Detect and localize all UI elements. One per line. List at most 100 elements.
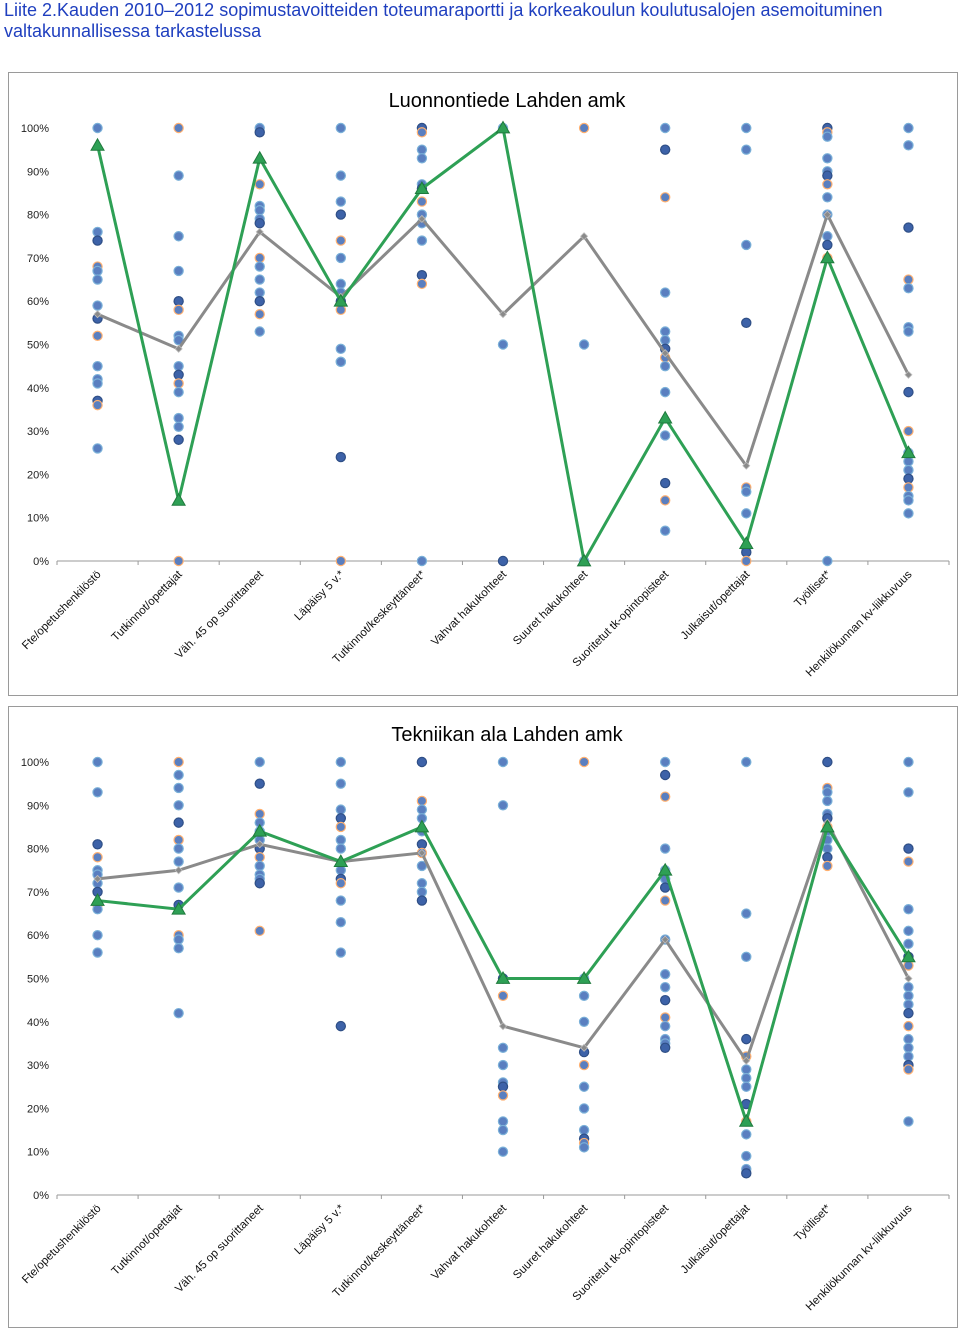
- chart-luonnontiede-plot: Luonnontiede Lahden amk 0% 10% 20% 30% 40% 50%…: [20, 90, 950, 679]
- data-point: [822, 756, 833, 768]
- data-point: [741, 317, 752, 329]
- gray-series-marker: [93, 310, 102, 319]
- data-point: [903, 981, 914, 993]
- data-point: [903, 425, 914, 437]
- data-point: [254, 326, 265, 337]
- data-point: [335, 878, 347, 889]
- data-point: [173, 412, 184, 424]
- data-point: [822, 170, 833, 181]
- y-tick-label: 50%: [27, 974, 49, 986]
- data-point: [903, 464, 914, 476]
- data-point: [578, 1142, 590, 1153]
- data-point: [903, 999, 914, 1010]
- y-tick-label: 30%: [27, 426, 49, 438]
- data-point: [173, 843, 184, 854]
- category-label: Tutkinnot/keskeyttäneet*: [331, 1202, 429, 1300]
- gray-series-marker: [255, 227, 264, 236]
- data-point: [659, 769, 671, 781]
- data-point: [497, 800, 509, 811]
- data-point: [659, 122, 671, 134]
- green-series-marker: [657, 862, 673, 876]
- data-point: [173, 934, 184, 945]
- data-point: [92, 947, 103, 958]
- data-point: [903, 756, 914, 768]
- chart-tekniikka: Tekniikan ala Lahden amk 0% 10% 20% 30% 40% 50…: [8, 706, 958, 1328]
- category-label: Väh. 45 op suorittaneet: [173, 1202, 266, 1295]
- data-point: [903, 140, 914, 151]
- data-point: [578, 756, 590, 768]
- y-tick-label: 0%: [33, 1190, 49, 1202]
- data-point: [416, 795, 428, 807]
- data-point: [254, 852, 265, 863]
- data-point: [173, 782, 184, 794]
- gray-series-marker: [580, 1043, 589, 1052]
- data-point: [659, 360, 671, 372]
- data-point: [416, 878, 428, 889]
- data-point: [254, 127, 265, 138]
- data-point: [903, 274, 914, 285]
- data-point: [497, 1042, 509, 1053]
- data-point: [416, 555, 428, 567]
- y-tick-label: 20%: [27, 1103, 49, 1115]
- data-point: [335, 843, 347, 854]
- data-point: [335, 865, 347, 876]
- data-point: [416, 278, 428, 290]
- data-point: [741, 239, 752, 251]
- data-point: [578, 1103, 590, 1114]
- data-point: [92, 122, 103, 134]
- data-point: [335, 834, 347, 846]
- data-point: [659, 326, 671, 337]
- data-point: [416, 196, 428, 207]
- data-point: [659, 1042, 671, 1053]
- gray-series-marker: [417, 214, 426, 223]
- data-point: [416, 886, 428, 898]
- data-point: [335, 278, 347, 290]
- data-point: [741, 508, 752, 519]
- gray-series-marker: [661, 349, 670, 358]
- data-point: [497, 1146, 509, 1157]
- gray-series-marker: [904, 370, 913, 379]
- data-point: [416, 270, 428, 281]
- data-point: [92, 330, 103, 342]
- data-point: [335, 947, 347, 958]
- data-point: [903, 990, 914, 1002]
- y-tick-label: 90%: [27, 800, 49, 812]
- data-point: [741, 951, 752, 963]
- green-series-marker: [495, 970, 511, 984]
- y-tick-label: 70%: [27, 887, 49, 899]
- data-point: [335, 756, 347, 768]
- data-point: [173, 378, 184, 389]
- data-point: [92, 300, 103, 311]
- data-point: [741, 1033, 752, 1045]
- data-point: [254, 808, 265, 820]
- category-label: Fte/opetushenkilöstö: [20, 1203, 104, 1287]
- data-point: [903, 122, 914, 134]
- category-label: Fte/opetushenkilöstö: [20, 569, 104, 653]
- document-title-line-2: valtakunnallisessa tarkastelussa: [4, 21, 262, 41]
- data-point: [497, 1081, 509, 1092]
- data-point: [659, 1020, 671, 1032]
- data-point: [578, 339, 590, 350]
- data-point: [173, 756, 184, 768]
- data-point: [254, 252, 265, 264]
- data-point: [173, 769, 184, 781]
- data-point: [659, 1012, 671, 1023]
- green-series-marker: [90, 137, 105, 151]
- data-point: [822, 153, 833, 164]
- y-tick-label: 60%: [27, 296, 49, 308]
- data-point: [254, 274, 265, 285]
- data-point: [335, 170, 347, 181]
- data-point: [335, 356, 347, 368]
- y-tick-label: 80%: [27, 844, 49, 856]
- gray-series-marker: [93, 874, 102, 883]
- chart-title: Tekniikan ala Lahden amk: [391, 724, 623, 746]
- data-point: [335, 821, 347, 833]
- data-point: [903, 787, 914, 798]
- data-point: [903, 326, 914, 337]
- data-point: [903, 482, 914, 493]
- green-series-marker: [820, 819, 835, 833]
- data-point: [741, 1081, 752, 1092]
- data-point: [659, 477, 671, 489]
- category-label: Suuret hakukohteet: [511, 1202, 591, 1282]
- data-point: [903, 456, 914, 467]
